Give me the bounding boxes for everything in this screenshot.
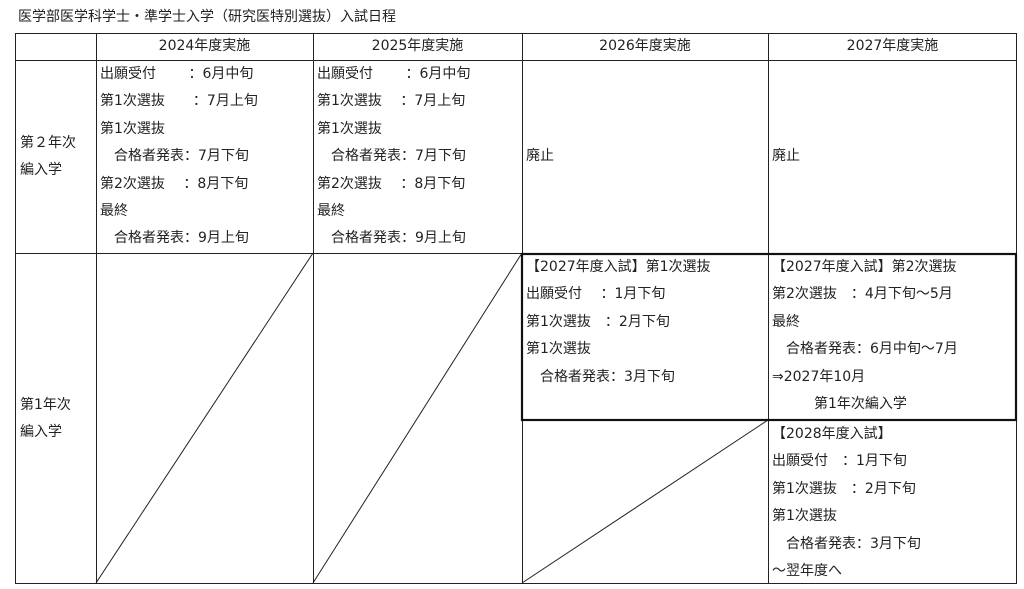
cell-year1-2026-upper: 【2027年度入試】第1次選抜 出願受付 ：1月下旬 第1次選抜 ：2月下旬 第1次選… [526, 254, 711, 391]
line: 最終 [317, 202, 345, 219]
line: 出願受付 ：6月中旬 [317, 66, 471, 82]
line: 第2次選抜 ：8月下旬 [100, 175, 249, 192]
page-title: 医学部医学科学士・準学士入学（研究医特別選抜）入試日程 [18, 9, 396, 25]
line: 第1次選抜 ：2月下旬 [526, 313, 670, 330]
cell-year1-2027-upper: 【2027年度入試】第2次選抜 第2次選抜 ：4月下旬～5月 最終 合格者発表：6月… [772, 254, 958, 418]
header-2024: 2024年度実施 [158, 38, 251, 54]
line: 第1次選抜 ：7月上旬 [317, 93, 466, 110]
line: 合格者発表：3月下旬 [526, 368, 675, 385]
cell-year1-2027-lower: 【2028年度入試】 出願受付 ：1月下旬 第1次選抜 ：2月下旬 第1次選抜 合格者… [772, 421, 921, 585]
diagonal-na-2026-lower [521, 419, 769, 584]
cell-year2-2025: 出願受付 ：6月中旬 第1次選抜 ：7月上旬 第1次選抜 合格者発表：7月下旬 第2次… [317, 61, 470, 253]
line: 出願受付 ：1月下旬 [526, 286, 666, 303]
line: 出願受付 ：6月中旬 [100, 66, 254, 82]
line: 合格者発表：9月上旬 [317, 230, 466, 247]
header-2026: 2026年度実施 [599, 38, 691, 54]
diagonal-na-2024 [95, 252, 314, 584]
cell-year2-2024: 出願受付 ：6月中旬 第1次選抜 ：7月上旬 第1次選抜 合格者発表：7月下旬 第2次… [100, 61, 258, 253]
line: 合格者発表：9月上旬 [100, 230, 249, 247]
label-line: 第２年次 [20, 135, 76, 151]
label-line: 第1年次 [20, 397, 71, 413]
row-label-year1: 第1年次編入学 [20, 392, 71, 447]
line: 合格者発表：6月中旬～7月 [772, 341, 958, 358]
label-line: 編入学 [20, 424, 62, 441]
row-label-year2: 第２年次編入学 [20, 130, 76, 185]
line: 合格者発表：7月下旬 [100, 148, 249, 165]
header-2025: 2025年度実施 [371, 38, 464, 54]
line: 【2028年度入試】 [772, 426, 892, 442]
line: 第1次選抜 [772, 508, 837, 525]
line: 第2次選抜 ：4月下旬～5月 [772, 286, 953, 303]
line: 第1次選抜 [100, 120, 165, 137]
cell-year2-2027-abolished: 廃止 [772, 148, 800, 164]
line: 第1次選抜 ：2月下旬 [772, 480, 916, 497]
cell-year2-2026-abolished: 廃止 [526, 148, 554, 164]
line: 最終 [772, 313, 800, 330]
line: 出願受付 ：1月下旬 [772, 453, 907, 470]
line: ⇒2027年10月 [772, 368, 866, 385]
line: 【2027年度入試】第1次選抜 [526, 259, 711, 275]
line: 合格者発表：7月下旬 [317, 148, 466, 165]
line: 第1次選抜 [317, 120, 382, 137]
highlight-box-2027-entry [520, 252, 1018, 422]
line: 合格者発表：3月下旬 [772, 535, 921, 552]
label-line: 編入学 [20, 162, 62, 179]
line: 第1次選抜 ：7月上旬 [100, 93, 258, 110]
diagonal-na-2025 [312, 252, 523, 584]
line: 第1次選抜 [526, 341, 591, 358]
header-2027: 2027年度実施 [846, 38, 939, 54]
line: 【2027年度入試】第2次選抜 [772, 259, 957, 275]
line: 最終 [100, 202, 128, 219]
line: 第1年次編入学 [772, 395, 907, 412]
line: 第2次選抜 ：8月下旬 [317, 175, 466, 192]
line: ～翌年度へ [772, 562, 842, 579]
